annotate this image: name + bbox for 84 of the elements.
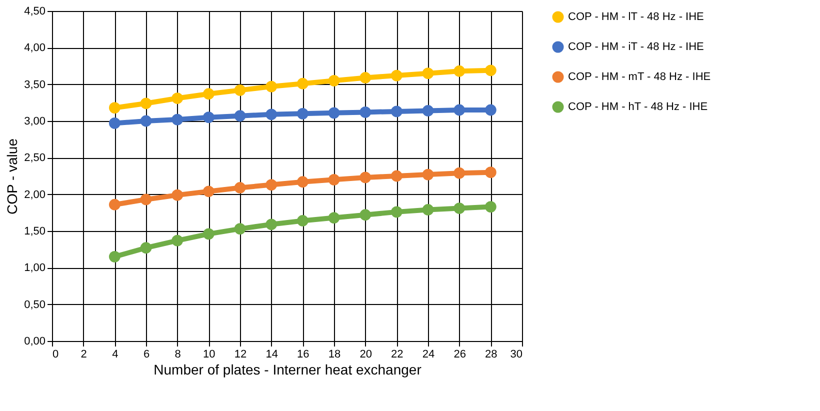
point (202, 186, 214, 198)
y-tick-label: 3,00 (24, 116, 46, 128)
point (296, 215, 308, 226)
point (202, 88, 214, 100)
point (390, 70, 402, 82)
y-tick-label: 2,50 (24, 152, 46, 164)
point (266, 80, 278, 92)
point (390, 206, 402, 218)
legend-label: COP - HM - hT - 48 Hz - IHE (568, 101, 708, 113)
point (140, 194, 152, 206)
point (390, 106, 402, 118)
x-tick-label: 10 (203, 348, 216, 360)
x-tick-label: 18 (328, 348, 341, 360)
point (140, 115, 152, 127)
y-tick-label: 0,00 (24, 336, 46, 348)
point (296, 78, 308, 90)
x-tick-label: 4 (112, 348, 118, 360)
point (140, 242, 152, 254)
point (140, 98, 152, 110)
x-tick-label: 14 (266, 348, 278, 360)
point (454, 202, 466, 214)
point (328, 212, 340, 224)
x-tick-label: 28 (485, 348, 498, 360)
legend-label: COP - HM - mT - 48 Hz - IHE (568, 71, 711, 83)
point (296, 108, 308, 120)
x-tick-label: 12 (234, 348, 247, 360)
point (108, 102, 120, 114)
x-tick-label: 8 (174, 348, 181, 360)
y-tick-label: 2,00 (24, 188, 46, 201)
point (108, 198, 120, 210)
legend-label: COP - HM - iT - 48 Hz - IHE (568, 41, 704, 53)
point (454, 167, 466, 179)
point (422, 105, 434, 116)
point (484, 104, 496, 116)
point (360, 172, 372, 184)
point (234, 110, 246, 122)
point (484, 64, 496, 76)
point (454, 104, 466, 116)
x-tick-label: 0 (52, 348, 59, 360)
x-tick-label: 6 (143, 348, 150, 360)
point (234, 84, 246, 96)
point (360, 209, 372, 221)
point (328, 107, 340, 119)
point (360, 72, 372, 84)
y-tick-label: 1,50 (24, 226, 46, 238)
point (266, 108, 278, 120)
point (266, 179, 278, 190)
y-axis-title: COP - value (4, 138, 20, 214)
x-tick-label: 20 (360, 348, 372, 360)
x-axis-title: Number of plates - Interner heat exchanger (154, 362, 422, 378)
point (172, 234, 184, 246)
point (328, 74, 340, 86)
x-tick-label: 22 (391, 348, 404, 360)
x-tick-label: 24 (422, 348, 435, 360)
point (484, 201, 496, 212)
point (172, 92, 184, 104)
point (360, 106, 372, 118)
x-tick-label: 2 (80, 348, 87, 360)
point (296, 176, 308, 188)
point (266, 218, 278, 230)
y-tick-label: 4,00 (24, 42, 46, 54)
x-tick-label: 30 (510, 348, 522, 360)
point (454, 65, 466, 77)
y-tick-label: 3,50 (24, 78, 46, 91)
point (202, 112, 214, 124)
point (328, 174, 340, 186)
y-tick-label: 4,50 (24, 6, 46, 18)
legend-label: COP - HM - lT - 48 Hz - IHE (568, 11, 704, 23)
point (390, 170, 402, 182)
point (484, 166, 496, 178)
point (422, 68, 434, 80)
point (108, 118, 120, 129)
point (234, 223, 246, 234)
point (172, 114, 184, 126)
y-tick-label: 1,00 (24, 262, 46, 274)
point (172, 189, 184, 201)
x-tick-label: 26 (454, 348, 466, 360)
x-tick-label: 16 (297, 348, 310, 360)
y-tick-label: 0,50 (24, 298, 46, 311)
point (234, 182, 246, 194)
point (108, 250, 120, 262)
point (202, 228, 214, 240)
point (422, 204, 434, 216)
point (422, 168, 434, 180)
